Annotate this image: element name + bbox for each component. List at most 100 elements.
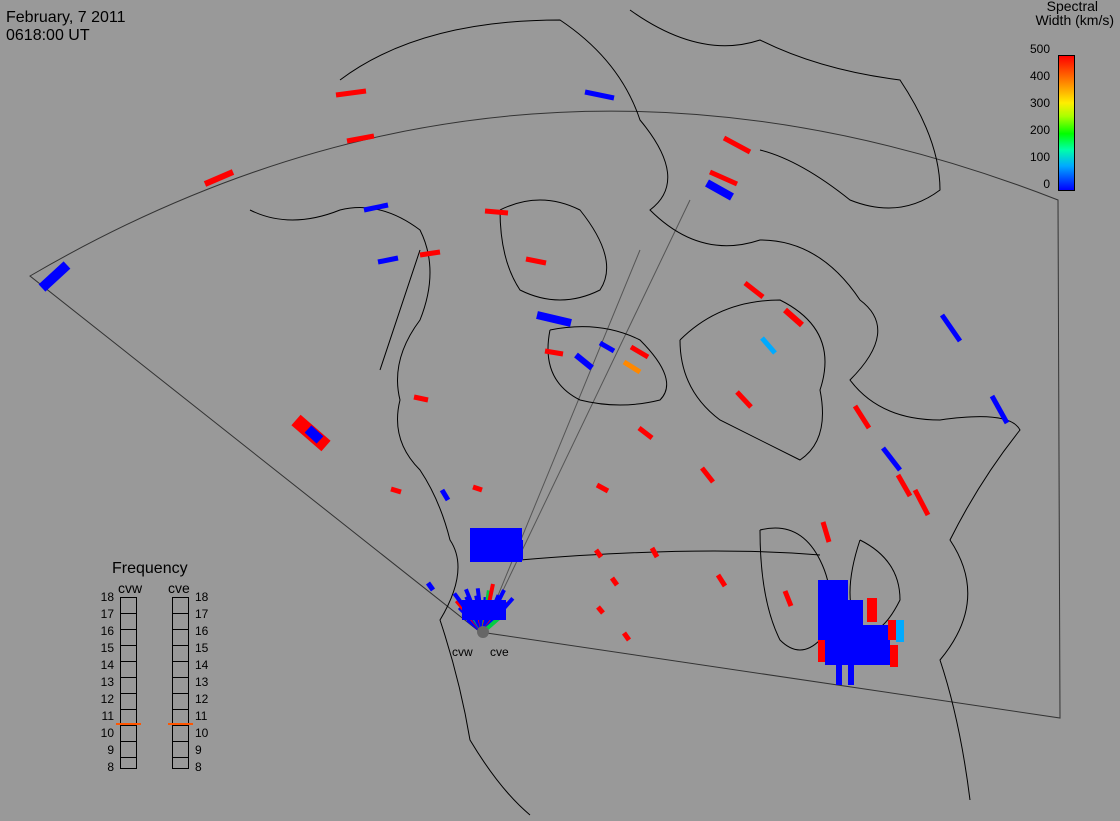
- freq-tick-right: 15: [195, 641, 209, 655]
- echo-cell: [472, 484, 483, 493]
- echo-cell: [845, 600, 863, 630]
- freq-tick-left: 10: [100, 726, 114, 740]
- echo-cell: [783, 307, 804, 328]
- freq-tick-left: 9: [107, 743, 114, 757]
- freq-tick-left: 11: [101, 709, 114, 723]
- radar-site: [477, 626, 489, 638]
- freq-box-cve: [172, 597, 189, 769]
- echo-cell: [304, 425, 324, 444]
- echo-cell: [867, 598, 877, 622]
- echo-cell: [346, 133, 375, 144]
- echo-cell: [637, 426, 654, 440]
- time-label: 0618:00 UT: [6, 27, 90, 44]
- echo-cell: [439, 488, 451, 502]
- echo-cell: [760, 336, 777, 355]
- freq-tick-left: 12: [100, 692, 114, 706]
- fov-outline: [29, 110, 1061, 719]
- echo-cell: [609, 576, 620, 587]
- freq-tick-right: 12: [195, 692, 209, 706]
- echo-cell: [544, 348, 564, 357]
- echo-cell: [525, 256, 547, 266]
- echo-cell: [629, 344, 650, 360]
- echo-cell: [890, 645, 898, 667]
- coastlines: [249, 9, 1021, 816]
- echo-cell: [584, 89, 615, 101]
- echo-cell: [820, 521, 832, 543]
- echo-cell: [848, 665, 854, 685]
- echo-cell: [596, 605, 605, 615]
- beam-line: [482, 199, 691, 633]
- freq-tick-left: 18: [100, 590, 114, 604]
- echo-cell: [836, 665, 842, 685]
- freq-radar-label: cve: [168, 580, 190, 596]
- freq-tick-left: 15: [100, 641, 114, 655]
- colorbar-tick: 100: [1029, 150, 1050, 164]
- echo-cell: [595, 482, 610, 494]
- echo-cell: [574, 352, 594, 371]
- freq-tick-right: 10: [195, 726, 209, 740]
- freq-tick-right: 13: [195, 675, 209, 689]
- freq-box-cvw: [120, 597, 137, 769]
- echo-cell: [825, 625, 890, 665]
- freq-tick-right: 8: [195, 760, 202, 774]
- echo-cell: [888, 620, 896, 640]
- echo-cell: [896, 620, 904, 642]
- colorbar-tick: 500: [1029, 42, 1050, 56]
- freq-tick-left: 13: [100, 675, 114, 689]
- echo-cell: [335, 88, 367, 98]
- echo-cell: [895, 473, 913, 498]
- colorbar-tick: 400: [1029, 69, 1050, 83]
- freq-marker-cve: [168, 722, 193, 725]
- radar-label-cvw: cvw: [452, 645, 473, 659]
- freq-marker-cvw: [116, 722, 141, 725]
- echo-cell: [649, 546, 660, 559]
- beam-line: [482, 249, 641, 633]
- freq-tick-right: 11: [195, 709, 208, 723]
- echo-cell: [203, 169, 235, 187]
- echo-cell: [715, 573, 728, 588]
- colorbar-tick: 300: [1029, 96, 1050, 110]
- echo-cell: [38, 261, 71, 292]
- echo-cell: [852, 404, 872, 430]
- echo-cell: [912, 488, 931, 517]
- freq-radar-label: cvw: [118, 580, 143, 596]
- echo-cell: [536, 311, 572, 327]
- echo-cell: [377, 255, 399, 265]
- colorbar-tick: 200: [1029, 123, 1050, 137]
- echo-cell: [735, 390, 753, 409]
- echo-cell: [743, 281, 765, 299]
- freq-tick-right: 17: [195, 607, 209, 621]
- echo-cell: [598, 340, 616, 354]
- colorbar: [1058, 55, 1075, 191]
- freq-tick-left: 16: [100, 624, 114, 638]
- echo-cell: [782, 590, 794, 607]
- echo-layer: [38, 88, 1010, 685]
- colorbar-title: Spectral: [1046, 0, 1098, 14]
- echo-cell: [622, 359, 642, 375]
- echo-cell: [425, 581, 436, 592]
- echo-cell: [722, 135, 752, 155]
- echo-cell: [363, 202, 389, 213]
- echo-cell: [593, 548, 604, 559]
- freq-tick-left: 14: [100, 658, 114, 672]
- radar-label-cve: cve: [490, 645, 509, 659]
- freq-tick-right: 14: [195, 658, 209, 672]
- echo-cell: [939, 313, 963, 343]
- echo-cell: [390, 486, 402, 495]
- echo-cell: [989, 394, 1010, 425]
- frequency-title: Frequency: [112, 560, 188, 577]
- echo-cell: [621, 631, 632, 642]
- echo-cell: [705, 179, 734, 201]
- echo-cell: [708, 169, 739, 187]
- echo-cell: [484, 208, 509, 216]
- colorbar-title-units: Width (km/s): [1035, 12, 1114, 28]
- echo-cell: [462, 600, 506, 620]
- freq-tick-right: 9: [195, 743, 202, 757]
- freq-tick-left: 8: [107, 760, 114, 774]
- freq-tick-right: 16: [195, 624, 209, 638]
- date-label: February, 7 2011: [6, 9, 126, 26]
- freq-tick-right: 18: [195, 590, 209, 604]
- echo-cell: [818, 640, 825, 662]
